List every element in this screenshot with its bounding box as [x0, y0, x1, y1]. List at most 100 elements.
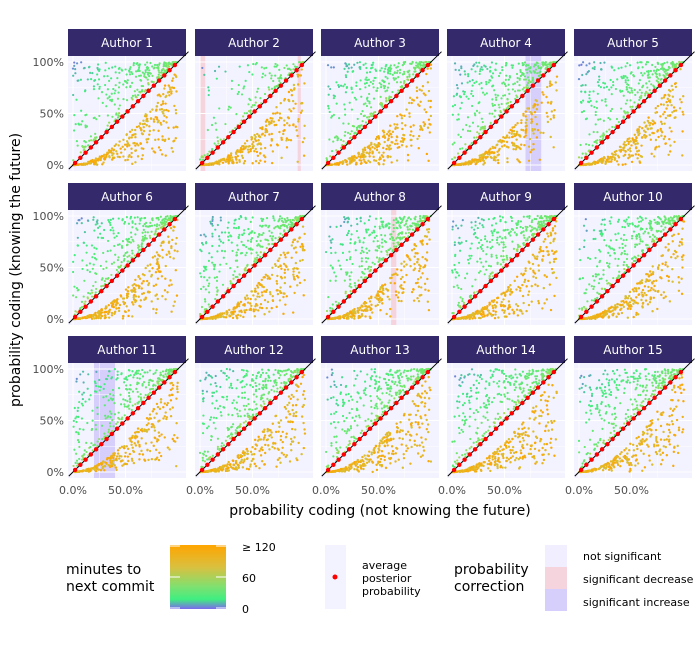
- scatter-point: [121, 145, 124, 148]
- scatter-point: [253, 104, 256, 107]
- scatter-point: [167, 137, 171, 141]
- avg-posterior-point: [409, 232, 415, 237]
- scatter-point: [480, 66, 483, 69]
- scatter-point: [660, 97, 664, 100]
- scatter-point: [410, 138, 413, 142]
- facet-title: Author 1: [101, 36, 153, 50]
- scatter-point: [116, 258, 119, 262]
- scatter-point: [373, 225, 377, 228]
- facet-panel: Author 60%50%100%: [33, 183, 189, 326]
- scatter-point: [529, 150, 532, 154]
- scatter-point: [268, 72, 271, 75]
- scatter-point: [268, 88, 271, 91]
- scatter-point: [455, 83, 459, 87]
- scatter-point: [131, 238, 134, 241]
- scatter-point: [137, 66, 141, 69]
- scatter-point: [106, 114, 109, 117]
- scatter-point: [158, 108, 162, 111]
- scatter-point: [527, 86, 530, 89]
- scatter-point: [105, 155, 108, 158]
- scatter-point: [375, 294, 378, 297]
- scatter-point: [625, 85, 628, 89]
- scatter-point: [639, 154, 642, 158]
- scatter-point: [637, 82, 640, 85]
- scatter-point: [222, 315, 226, 319]
- scatter-point: [361, 110, 364, 113]
- scatter-point: [297, 120, 300, 123]
- scatter-point: [207, 259, 211, 262]
- scatter-point: [671, 88, 674, 91]
- scatter-point: [453, 156, 456, 159]
- scatter-point: [465, 239, 468, 243]
- scatter-point: [140, 90, 143, 93]
- scatter-point: [260, 133, 264, 136]
- scatter-point: [392, 77, 395, 80]
- scatter-point: [122, 83, 125, 86]
- scatter-point: [602, 81, 605, 84]
- avg-posterior-point: [231, 129, 236, 135]
- avg-posterior-point: [162, 227, 167, 232]
- scatter-point: [408, 228, 411, 231]
- avg-posterior-point: [483, 129, 488, 135]
- scatter-point: [602, 155, 606, 159]
- scatter-point: [94, 157, 98, 160]
- scatter-point: [172, 257, 175, 260]
- scatter-point: [99, 158, 102, 162]
- scatter-point: [143, 222, 146, 226]
- scatter-point: [285, 122, 289, 125]
- scatter-point: [525, 118, 528, 122]
- scatter-point: [172, 126, 175, 129]
- scatter-point: [390, 67, 393, 70]
- scatter-point: [145, 76, 148, 79]
- scatter-point: [269, 235, 272, 238]
- scatter-point: [285, 139, 288, 142]
- scatter-point: [335, 149, 338, 152]
- scatter-point: [130, 155, 133, 159]
- facet-panel: Author 9: [447, 183, 568, 325]
- scatter-point: [350, 130, 353, 133]
- avg-posterior-point: [504, 109, 509, 114]
- scatter-point: [385, 97, 388, 100]
- scatter-point: [663, 94, 666, 97]
- scatter-point: [219, 219, 222, 222]
- scatter-point: [164, 154, 167, 157]
- scatter-point: [165, 253, 168, 256]
- scatter-point: [283, 271, 286, 275]
- scatter-point: [175, 294, 179, 297]
- scatter-point: [75, 296, 78, 299]
- scatter-point: [138, 277, 142, 280]
- scatter-point: [139, 217, 142, 221]
- scatter-point: [245, 245, 248, 249]
- scatter-point: [530, 118, 533, 121]
- scatter-point: [264, 224, 267, 227]
- scatter-point: [283, 99, 286, 102]
- scatter-point: [243, 311, 247, 314]
- scatter-point: [396, 65, 400, 68]
- scatter-point: [141, 235, 144, 238]
- scatter-point: [600, 68, 603, 71]
- scatter-point: [654, 111, 657, 114]
- scatter-point: [384, 75, 387, 78]
- scatter-point: [268, 123, 271, 126]
- scatter-point: [610, 86, 613, 89]
- scatter-point: [580, 156, 583, 159]
- scatter-point: [350, 233, 353, 236]
- scatter-point: [283, 230, 286, 233]
- scatter-point: [160, 103, 163, 107]
- scatter-point: [292, 107, 295, 110]
- scatter-point: [157, 270, 161, 273]
- scatter-point: [421, 64, 424, 67]
- scatter-point: [378, 300, 381, 304]
- scatter-point: [375, 89, 379, 92]
- scatter-point: [161, 138, 164, 141]
- scatter-point: [662, 74, 665, 77]
- scatter-point: [395, 135, 399, 139]
- scatter-point: [634, 153, 638, 156]
- scatter-point: [212, 163, 215, 166]
- scatter-point: [473, 81, 476, 85]
- avg-posterior-point: [283, 232, 289, 237]
- scatter-point: [297, 271, 301, 274]
- scatter-point: [586, 71, 589, 74]
- scatter-point: [131, 72, 134, 76]
- scatter-point: [94, 136, 97, 139]
